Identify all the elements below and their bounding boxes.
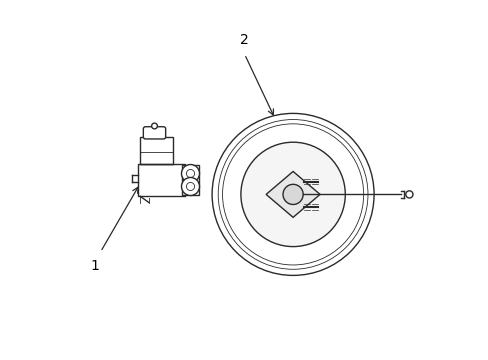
Polygon shape: [140, 137, 172, 164]
FancyBboxPatch shape: [143, 127, 165, 139]
Text: 1: 1: [90, 260, 100, 273]
Circle shape: [241, 142, 345, 247]
Text: 2: 2: [240, 33, 248, 46]
Polygon shape: [138, 164, 185, 196]
Circle shape: [181, 177, 199, 195]
Circle shape: [181, 165, 199, 183]
Polygon shape: [182, 165, 199, 195]
Circle shape: [283, 184, 303, 204]
Polygon shape: [265, 171, 320, 217]
Circle shape: [151, 123, 157, 129]
